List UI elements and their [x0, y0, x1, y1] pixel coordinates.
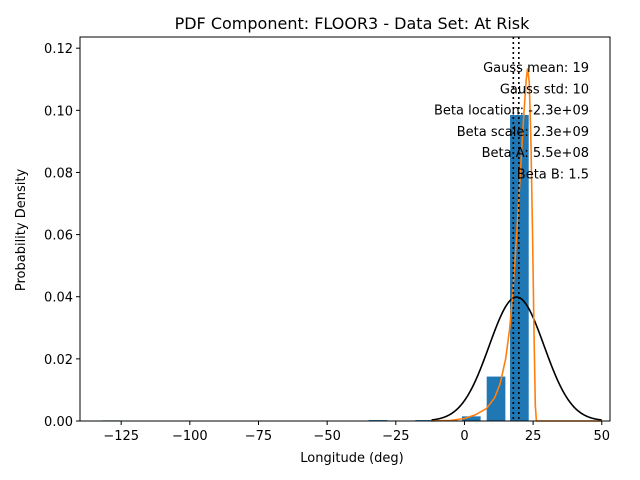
annotation-text: Beta A: 5.5e+08	[482, 146, 589, 161]
beta-curve	[431, 68, 602, 422]
y-tick-label: 0.12	[44, 42, 73, 57]
axes-layer: −125 −100 −75 −50 −25 0 25 50 0.00 0.02 0.04 0.06 0.…	[44, 36, 611, 444]
vlines-layer	[512, 37, 520, 421]
annotation-text: Gauss mean: 19	[483, 61, 589, 76]
y-tick-label: 0.02	[44, 353, 73, 368]
x-tick-label: −125	[103, 429, 139, 444]
annotation-text: Beta B: 1.5	[517, 168, 589, 183]
y-tick-label: 0.10	[44, 104, 73, 119]
y-axis-label: Probability Density	[14, 169, 29, 292]
annotation-text: Beta location: -2.3e+09	[434, 104, 589, 119]
x-axis-label: Longitude (deg)	[300, 451, 403, 466]
y-tick-label: 0.08	[44, 166, 73, 181]
curves-layer	[431, 68, 602, 422]
y-tick-label: 0.04	[44, 291, 73, 306]
gaussian-curve	[431, 296, 602, 421]
y-tick-label: 0.06	[44, 229, 73, 244]
histogram-bar-16	[461, 416, 481, 421]
annotation-text: Beta scale: 2.3e+09	[457, 125, 589, 140]
x-tick-label: −75	[245, 429, 272, 444]
chart-title: PDF Component: FLOOR3 - Data Set: At Ris…	[175, 14, 531, 33]
x-tick-label: 50	[593, 429, 610, 444]
x-tick-label: −100	[172, 429, 208, 444]
histogram-bar-17	[486, 376, 506, 421]
annotations-layer: Gauss mean: 19 Gauss std: 10 Beta location…	[434, 61, 589, 183]
x-tick-label: 25	[525, 429, 542, 444]
plot-frame	[79, 36, 611, 422]
annotation-text: Gauss std: 10	[500, 82, 589, 97]
x-tick-label: −50	[313, 429, 340, 444]
y-tick-label: 0.00	[44, 415, 73, 430]
x-tick-label: −25	[382, 429, 409, 444]
x-tick-label: 0	[460, 429, 468, 444]
